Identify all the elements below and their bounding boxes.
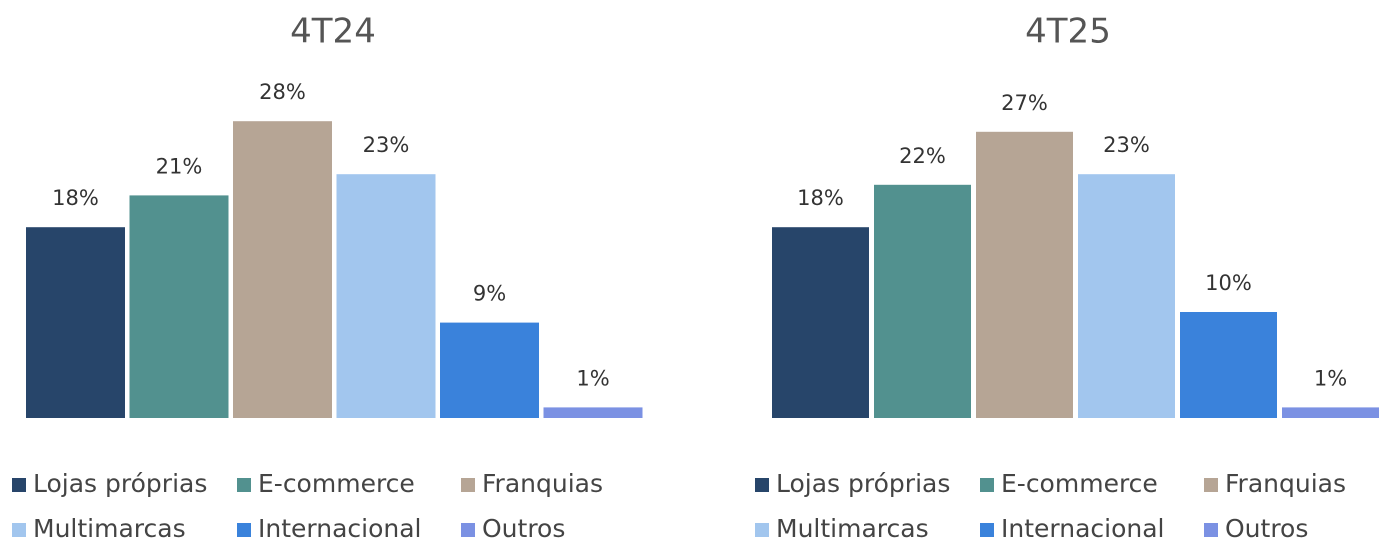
value-label: 21%: [156, 154, 203, 178]
value-label: 18%: [52, 186, 99, 210]
bar: [440, 322, 539, 418]
legend-label: Multimarcas: [33, 514, 186, 543]
legend-label: E-commerce: [1001, 469, 1158, 498]
legend-swatch: [1204, 478, 1218, 492]
legend-label: Outros: [1225, 514, 1308, 543]
legend-swatch: [755, 523, 769, 537]
legend-swatch: [1204, 523, 1218, 537]
legend-swatch: [980, 523, 994, 537]
bar: [1180, 312, 1277, 418]
bar: [874, 184, 971, 418]
legend-label: Internacional: [258, 514, 422, 543]
legend-label: Franquias: [1225, 469, 1346, 498]
bar: [26, 227, 125, 418]
bar: [976, 131, 1073, 419]
bar: [543, 407, 643, 418]
bar: [336, 174, 436, 418]
legend-label: Multimarcas: [776, 514, 929, 543]
legend-swatch: [461, 523, 475, 537]
legend-label: Lojas próprias: [33, 469, 207, 498]
value-label: 22%: [899, 144, 946, 168]
value-label: 18%: [797, 186, 844, 210]
legend-swatch: [12, 478, 26, 492]
value-label: 23%: [1103, 133, 1150, 157]
value-label: 23%: [363, 133, 410, 157]
legend-label: Franquias: [482, 469, 603, 498]
legend-swatch: [237, 478, 251, 492]
legend-swatch: [980, 478, 994, 492]
bar: [129, 195, 229, 418]
value-label: 28%: [259, 80, 306, 104]
legend-label: Lojas próprias: [776, 469, 950, 498]
value-label: 1%: [576, 366, 609, 390]
bar: [1078, 174, 1175, 418]
legend-swatch: [12, 523, 26, 537]
value-label: 9%: [473, 282, 506, 306]
legend-swatch: [755, 478, 769, 492]
bar: [1282, 407, 1379, 418]
chart-title: 4T25: [1025, 12, 1111, 52]
value-label: 27%: [1001, 91, 1048, 115]
legend-label: Outros: [482, 514, 565, 543]
legend-swatch: [237, 523, 251, 537]
value-label: 10%: [1205, 271, 1252, 295]
value-label: 1%: [1314, 366, 1347, 390]
legend-label: Internacional: [1001, 514, 1165, 543]
legend-label: E-commerce: [258, 469, 415, 498]
chart-title: 4T24: [290, 12, 376, 52]
bar: [772, 227, 869, 418]
bar: [233, 121, 332, 418]
legend-swatch: [461, 478, 475, 492]
